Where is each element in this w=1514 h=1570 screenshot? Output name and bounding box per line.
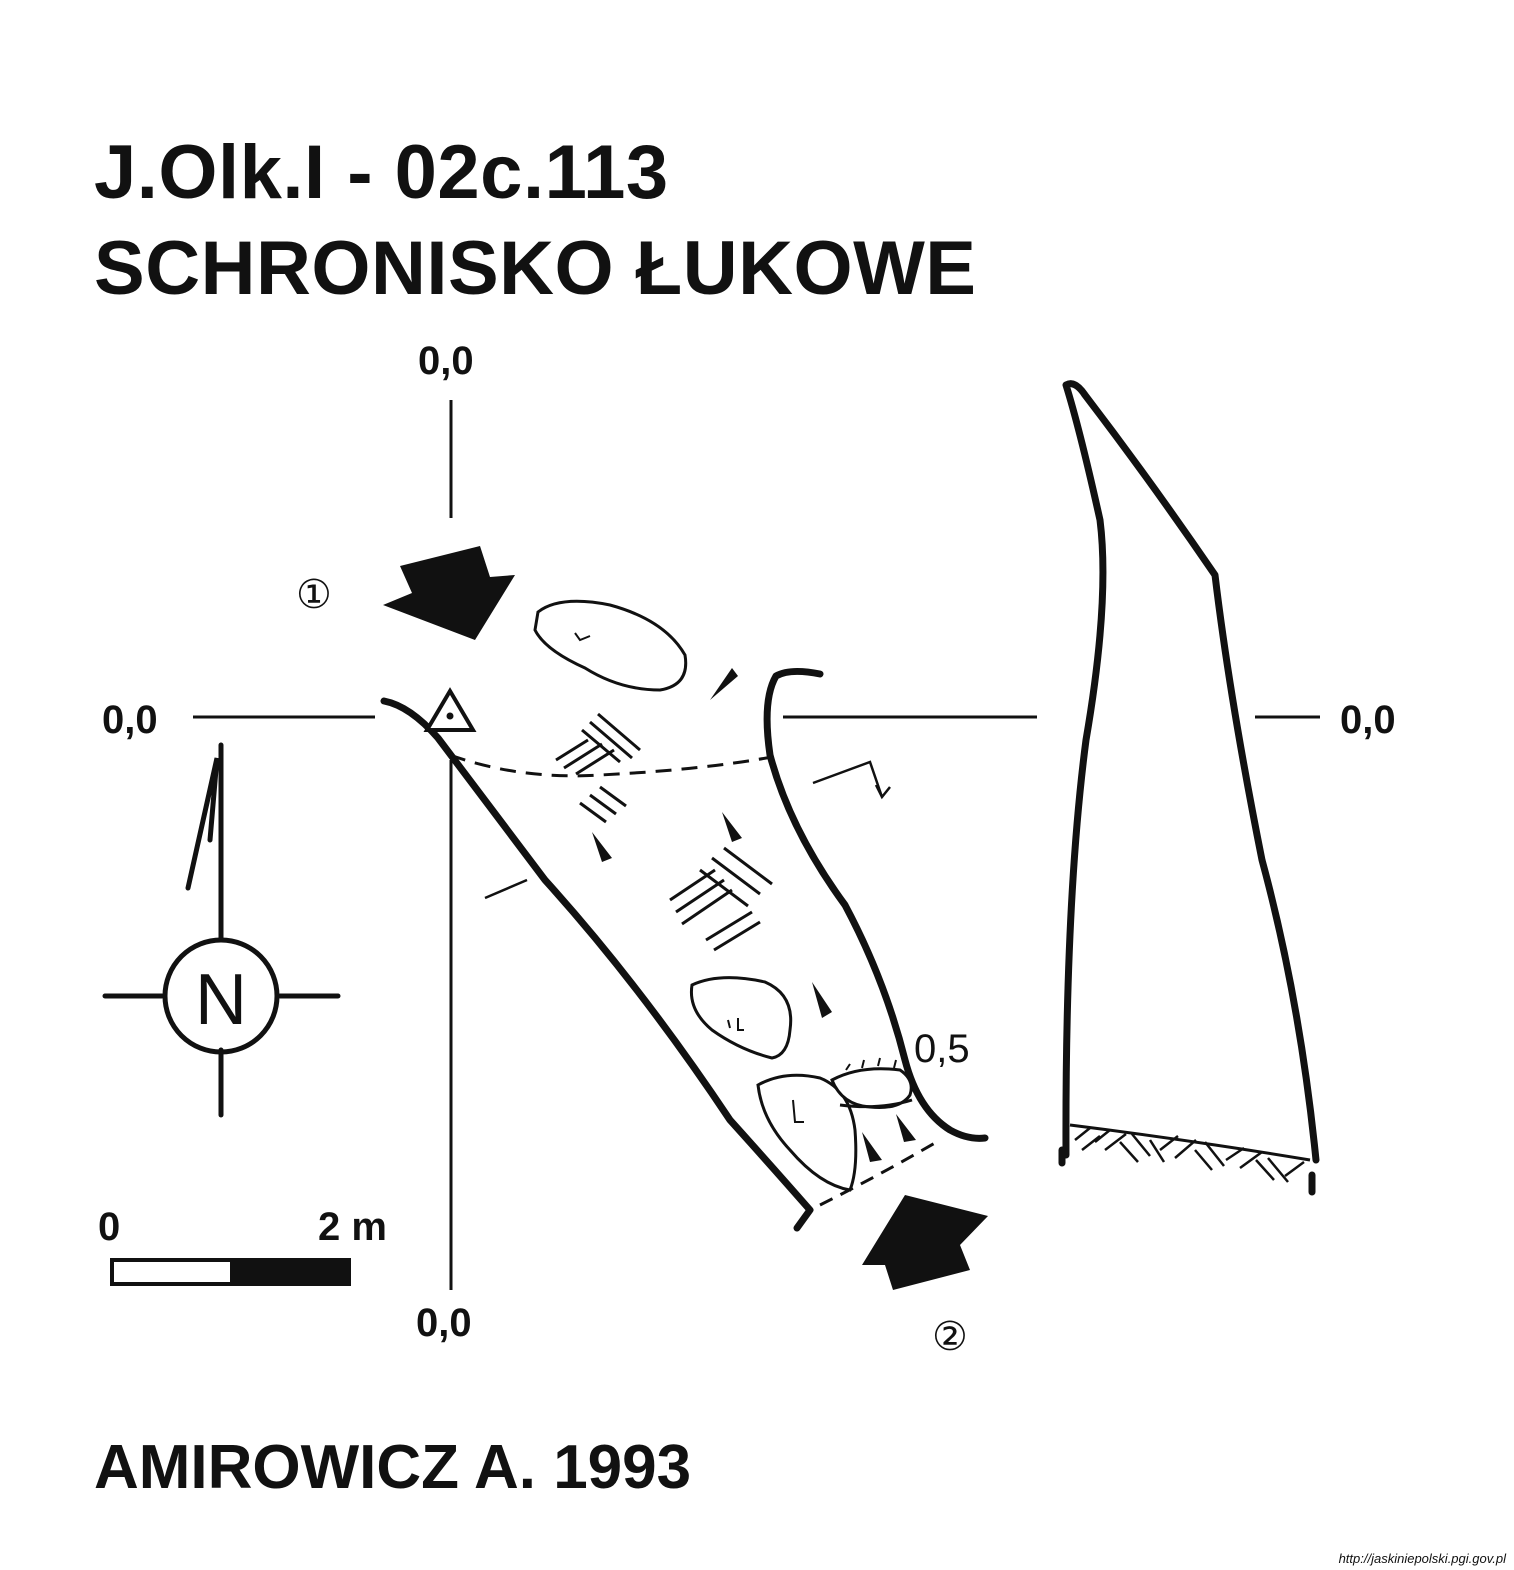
boulder-4 <box>830 1067 913 1109</box>
north-arrow-icon <box>102 742 341 1118</box>
entrance-1-arrow-icon <box>383 546 515 640</box>
boulder-1 <box>533 599 688 692</box>
boulder-marks <box>574 632 897 1123</box>
cross-section <box>1058 380 1320 1196</box>
north-letter: N <box>195 960 247 1040</box>
dripline-dashed <box>449 753 773 778</box>
entrance-2-label: ② <box>932 1315 968 1359</box>
author-credit: AMIROWICZ A. 1993 <box>94 1433 692 1502</box>
entrance-2-arrow-icon <box>862 1195 988 1290</box>
reference-axes <box>193 400 1320 1290</box>
scale-bar-white <box>110 1258 234 1286</box>
plan-wall-right <box>763 667 989 1142</box>
section-outline <box>1062 380 1320 1164</box>
sill-line <box>839 1098 913 1109</box>
boulders <box>533 599 913 1192</box>
datum-right-label: 0,0 <box>1340 698 1396 742</box>
scale-bar-black <box>230 1258 351 1286</box>
rubble-triangles <box>592 668 916 1162</box>
scale-bar <box>110 1258 351 1286</box>
datum-left-label: 0,0 <box>102 698 158 742</box>
boulder-2 <box>689 976 793 1060</box>
entrance-threshold <box>819 1138 941 1207</box>
scale-start-label: 0 <box>98 1205 120 1249</box>
section-cut-marker <box>484 760 891 900</box>
survey-code-title: J.Olk.I - 02c.113 <box>94 130 669 215</box>
source-url[interactable]: http://jaskiniepolski.pgi.gov.pl <box>1338 1551 1506 1566</box>
hatching <box>555 712 773 952</box>
plan-wall-left <box>380 697 814 1232</box>
entrance-1-label: ① <box>296 573 332 617</box>
datum-bottom-label: 0,0 <box>416 1301 472 1345</box>
section-floor-hatching <box>1074 1127 1305 1183</box>
section-floor-line <box>1069 1123 1311 1162</box>
datum-top-label: 0,0 <box>418 339 474 383</box>
cave-plan <box>380 667 989 1232</box>
cave-name-title: SCHRONISKO ŁUKOWE <box>94 226 977 311</box>
depth-label: 0,5 <box>914 1027 970 1071</box>
boulder-3 <box>756 1073 858 1192</box>
scale-end-label: 2 m <box>318 1205 387 1249</box>
benchmark-triangle-icon <box>423 687 477 732</box>
